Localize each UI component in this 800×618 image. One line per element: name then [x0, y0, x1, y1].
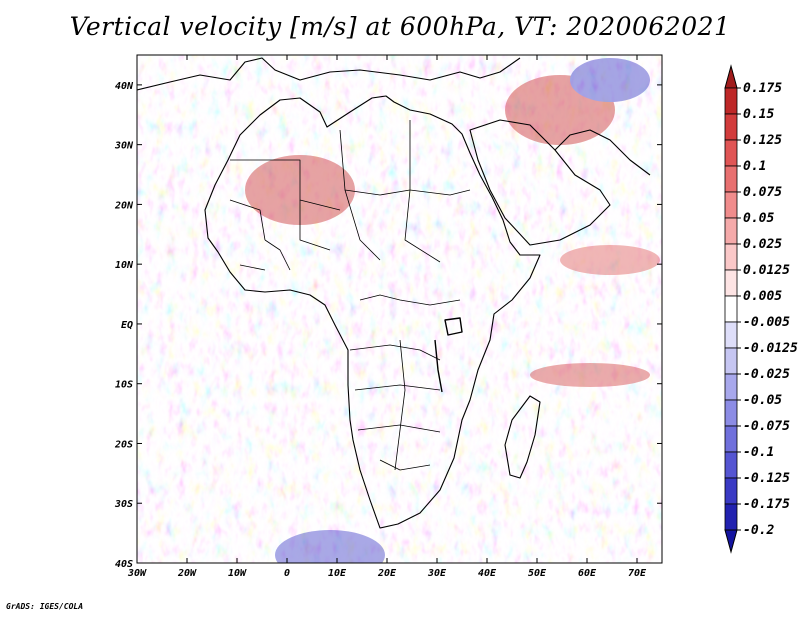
colorbar-label: 0.0125	[743, 263, 790, 278]
lat-label: 30N	[114, 141, 134, 152]
longitude-axis: 30W 20W 10W 0 10E 20E 30E 40E 50E 60E 70E	[127, 55, 647, 579]
colorbar-label: -0.075	[743, 419, 790, 434]
blue-patch-southern-ocean	[275, 530, 385, 563]
lon-label: 20E	[377, 568, 397, 579]
lon-label: 40E	[478, 568, 497, 579]
lon-label: 30W	[127, 568, 147, 579]
colorbar-label: -0.05	[743, 393, 782, 408]
colorbar-swatch	[724, 321, 738, 349]
colorbar-swatch	[724, 503, 738, 531]
lat-label: 20N	[114, 200, 134, 211]
lon-label: 50E	[528, 568, 547, 579]
lon-label: 0	[284, 568, 290, 579]
latitude-axis: 40N 30N 20N 10N EQ 10S 20S 30S 40S	[114, 81, 662, 570]
colorbar-swatch	[724, 269, 738, 297]
colorbar-label: 0.05	[743, 211, 774, 226]
blue-patch-iran	[570, 58, 650, 102]
colorbar-swatch	[724, 165, 738, 193]
lon-label: 60E	[578, 568, 597, 579]
colorbar-label: 0.175	[743, 81, 782, 96]
colorbar-swatch	[724, 295, 738, 323]
colorbar-swatch	[724, 347, 738, 375]
colorbar-label: 0.075	[743, 185, 782, 200]
colorbar-top-arrow	[724, 64, 738, 89]
colorbar-swatch	[724, 373, 738, 401]
colorbar-label: 0.025	[743, 237, 782, 252]
arabian-peninsula-outline	[469, 119, 611, 246]
lat-label: 40N	[115, 81, 134, 92]
lat-label: 30S	[114, 499, 133, 510]
red-patch-indian-ocean	[530, 363, 650, 387]
colorbar-label: 0.005	[743, 289, 782, 304]
red-patch-arabian-sea	[560, 245, 660, 275]
lat-label: 40S	[115, 559, 133, 570]
colorbar-swatch	[724, 139, 738, 167]
colorbar-label: -0.125	[743, 471, 790, 486]
lat-label: 10S	[115, 380, 133, 391]
lake-tanganyika-outline	[434, 339, 443, 393]
lat-label: 20S	[114, 439, 133, 450]
colorbar-label: -0.1	[743, 445, 774, 460]
grads-credit: GrADS: IGES/COLA	[6, 602, 84, 611]
colorbar-swatch	[724, 191, 738, 219]
madagascar-outline	[504, 395, 541, 479]
europe-outline	[137, 57, 521, 91]
lake-victoria-outline	[444, 317, 463, 336]
colorbar-bottom-arrow	[724, 529, 738, 554]
colorbar-swatch	[724, 243, 738, 271]
colorbar-label: -0.175	[743, 497, 790, 512]
colorbar-swatch	[724, 399, 738, 427]
chart-title: Vertical velocity [m/s] at 600hPa, VT: 2…	[69, 12, 731, 41]
lon-label: 20W	[177, 568, 197, 579]
lat-label: 10N	[115, 260, 134, 271]
colorbar: 0.175 0.15 0.125 0.1 0.075 0.05 0.025 0.0125 0.0…	[724, 64, 798, 554]
colorbar-swatch	[724, 113, 738, 141]
lon-label: 30E	[427, 568, 447, 579]
colorbar-label: -0.025	[743, 367, 790, 382]
colorbar-label: -0.0125	[743, 341, 798, 356]
plot-frame	[136, 54, 663, 564]
colorbar-swatch	[724, 477, 738, 505]
colorbar-swatch	[724, 451, 738, 479]
colorbar-swatch	[724, 425, 738, 453]
colorbar-label: 0.125	[743, 133, 782, 148]
country-borders	[229, 120, 471, 471]
colorbar-label: -0.005	[743, 315, 790, 330]
lon-label: 70E	[628, 568, 647, 579]
colorbar-label: 0.15	[743, 107, 774, 122]
colorbar-label: 0.1	[743, 159, 766, 174]
colorbar-swatch	[724, 87, 738, 115]
lon-label: 10W	[228, 568, 247, 579]
colorbar-swatch	[724, 217, 738, 245]
lon-label: 10E	[328, 568, 347, 579]
gulf-coastline	[554, 129, 651, 176]
lat-label: EQ	[121, 320, 133, 331]
velocity-field	[137, 55, 662, 563]
africa-coastline	[204, 95, 541, 529]
colorbar-label: -0.2	[743, 523, 774, 538]
